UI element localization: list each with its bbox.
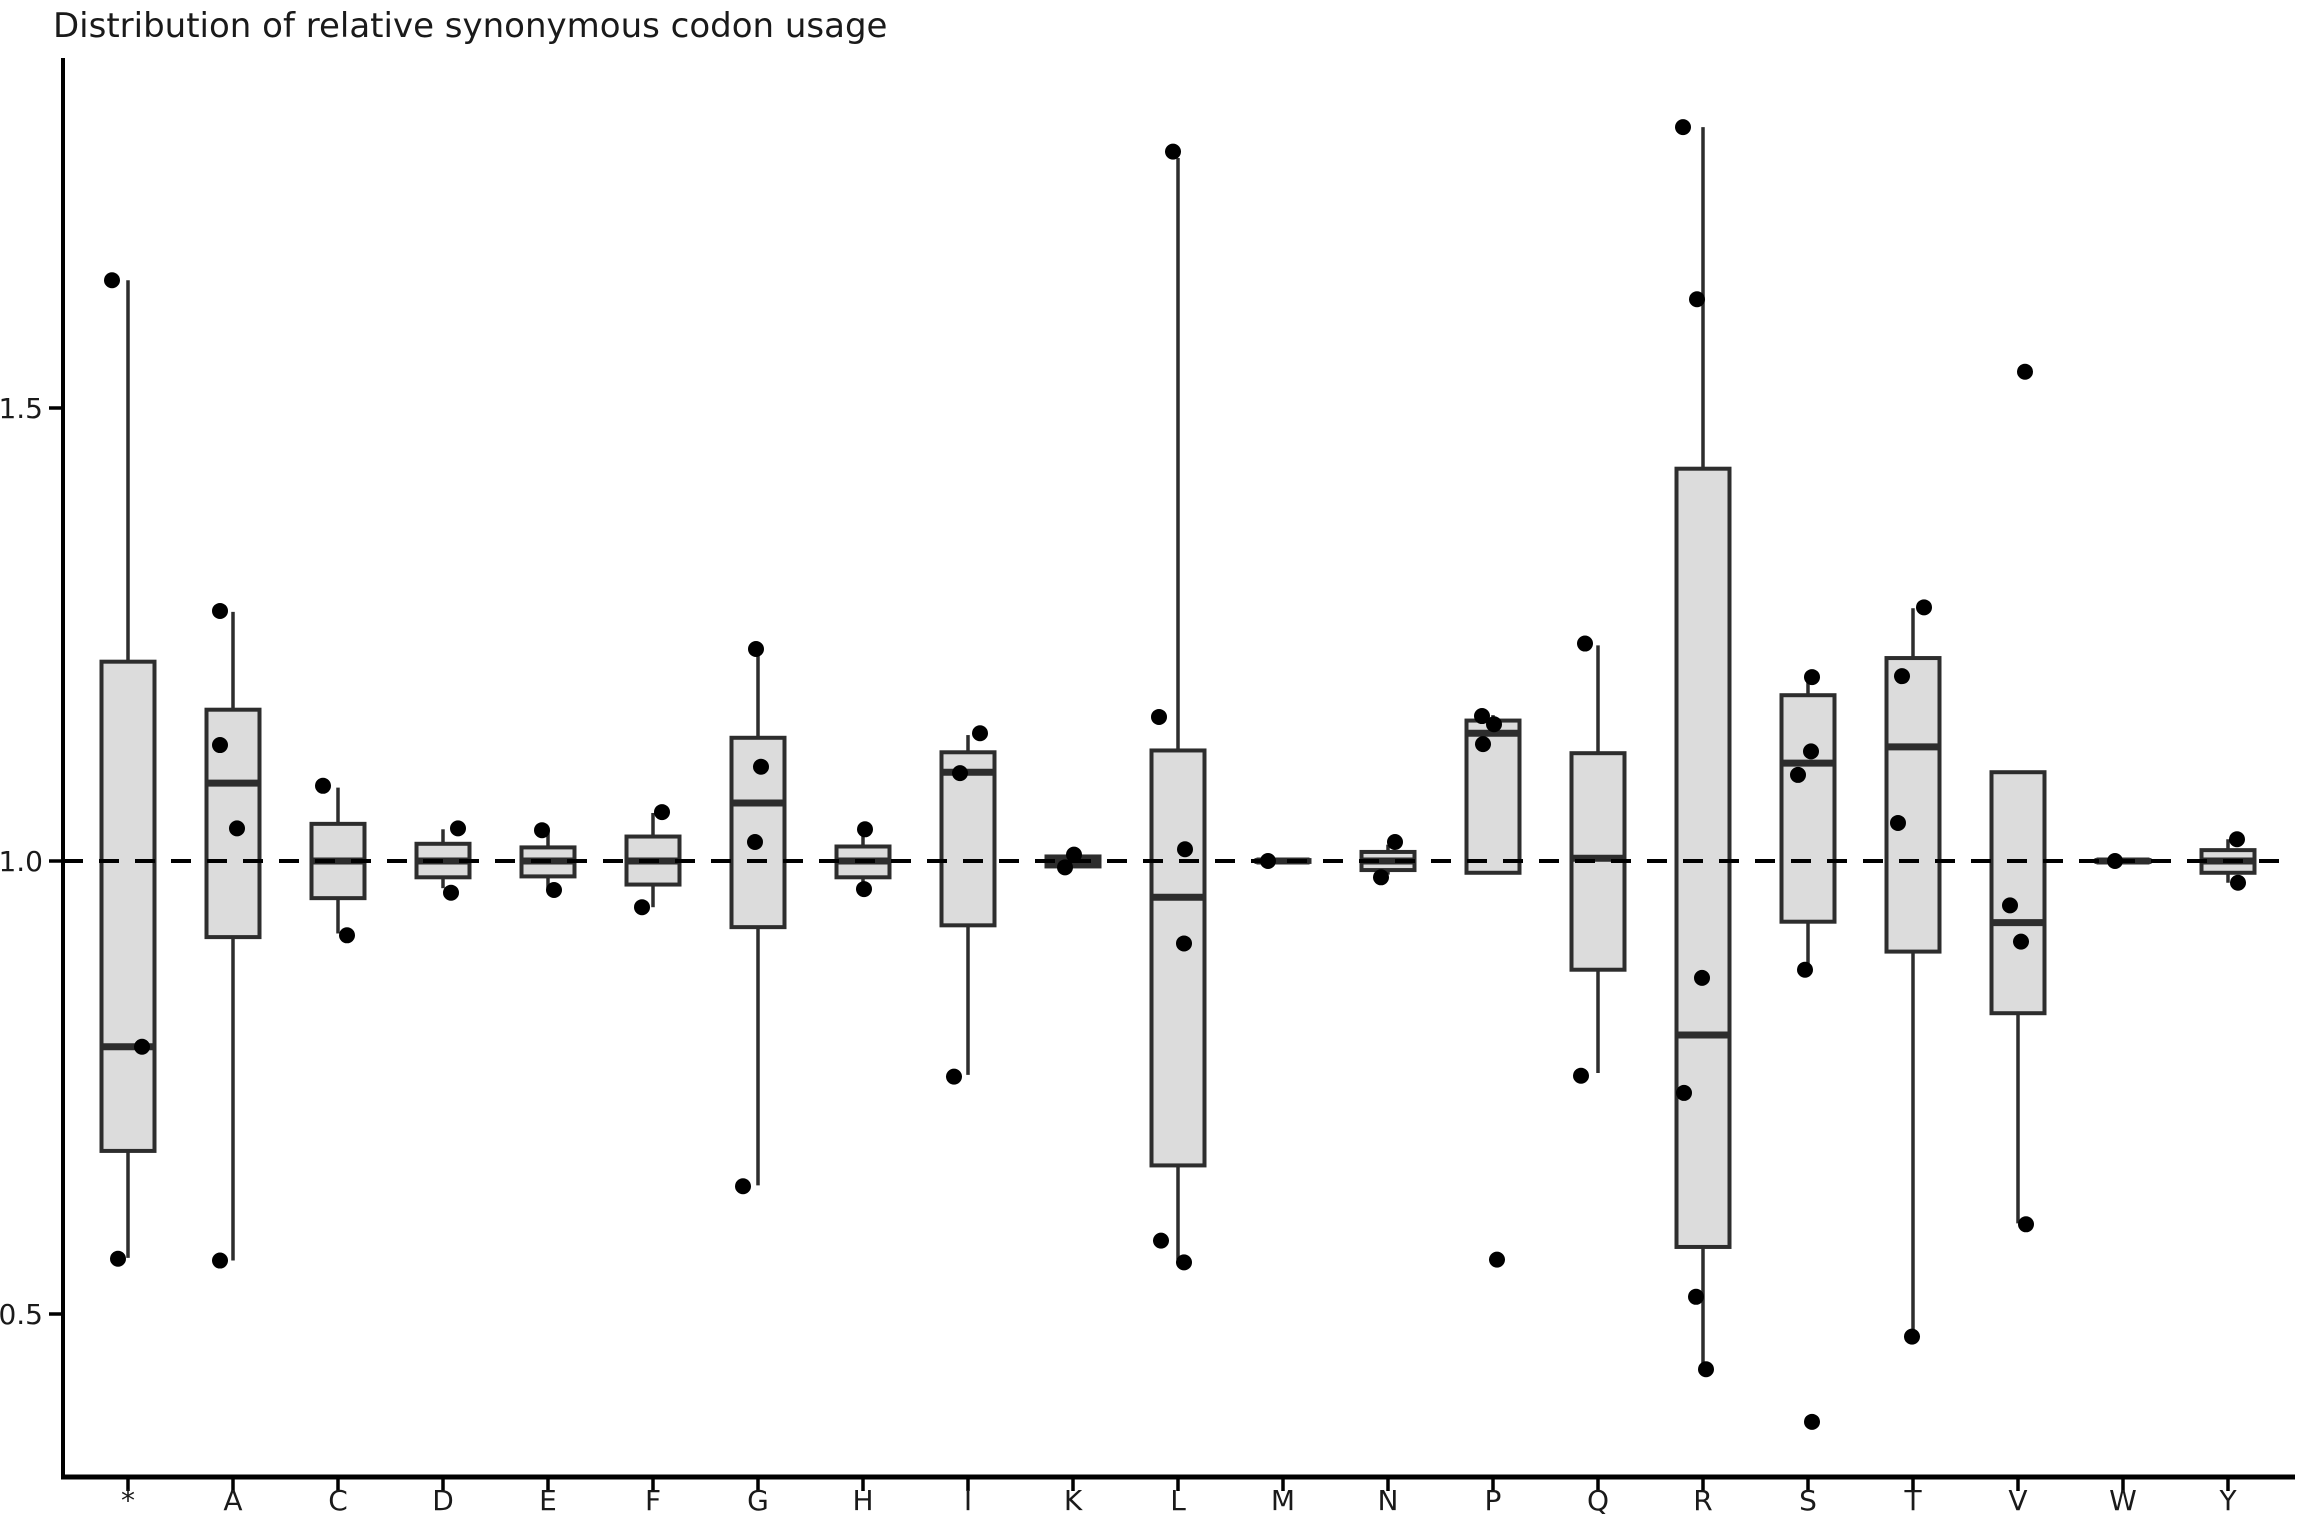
- data-point-*: [134, 1038, 150, 1055]
- y-tick-label-1.5: 1.5: [0, 392, 43, 425]
- x-tick-label-T: T: [1903, 1484, 1922, 1517]
- x-tick-label-Q: Q: [1587, 1484, 1609, 1517]
- data-point-V: [2017, 363, 2033, 380]
- data-point-T: [1916, 599, 1932, 616]
- data-point-K: [1057, 859, 1073, 876]
- data-point-Y: [2229, 831, 2245, 848]
- data-point-Q: [1573, 1067, 1589, 1084]
- data-point-R: [1694, 969, 1710, 986]
- x-tick-label-V: V: [2008, 1484, 2027, 1517]
- x-tick-label-R: R: [1693, 1484, 1712, 1517]
- data-point-N: [1387, 833, 1403, 850]
- data-point-L: [1176, 935, 1192, 952]
- data-point-I: [972, 725, 988, 742]
- data-point-G: [753, 758, 769, 775]
- data-point-I: [952, 765, 968, 782]
- data-point-*: [104, 272, 120, 289]
- data-point-F: [654, 804, 670, 821]
- data-point-W: [2107, 853, 2123, 869]
- data-point-C: [339, 927, 355, 944]
- data-point-S: [1790, 766, 1806, 783]
- data-point-Q: [1577, 635, 1593, 652]
- data-point-R: [1698, 1361, 1714, 1378]
- data-point-P: [1475, 736, 1491, 753]
- data-point-P: [1489, 1251, 1505, 1268]
- x-tick-label-P: P: [1485, 1484, 1502, 1517]
- data-point-L: [1151, 708, 1167, 725]
- x-tick-label-E: E: [539, 1484, 557, 1517]
- x-tick-label-C: C: [328, 1484, 348, 1517]
- box-I: [939, 750, 997, 928]
- data-point-H: [857, 821, 873, 838]
- data-point-*: [110, 1250, 126, 1267]
- data-point-L: [1177, 841, 1193, 858]
- x-tick-label-L: L: [1170, 1484, 1186, 1517]
- box-T: [1884, 656, 1942, 954]
- data-point-T: [1890, 814, 1906, 831]
- data-point-S: [1797, 961, 1813, 978]
- data-point-A: [212, 737, 228, 754]
- box-L: [1149, 748, 1207, 1168]
- data-point-A: [212, 602, 228, 619]
- data-point-R: [1675, 119, 1691, 136]
- x-tick-label-A: A: [223, 1484, 242, 1517]
- box-S: [1779, 693, 1837, 924]
- data-point-R: [1688, 1288, 1704, 1305]
- data-point-D: [443, 884, 459, 901]
- data-point-D: [450, 820, 466, 837]
- x-tick-label-F: F: [645, 1484, 661, 1517]
- data-point-E: [546, 881, 562, 898]
- data-point-T: [1904, 1328, 1920, 1345]
- data-point-F: [634, 899, 650, 916]
- x-tick-label-D: D: [432, 1484, 454, 1517]
- box-R: [1674, 466, 1732, 1249]
- data-point-T: [1894, 668, 1910, 685]
- box-P: [1464, 718, 1522, 875]
- x-tick-label-I: I: [964, 1484, 972, 1517]
- x-tick-label-H: H: [852, 1484, 873, 1517]
- chart-title: Distribution of relative synonymous codo…: [53, 6, 888, 46]
- data-point-G: [747, 833, 763, 850]
- data-point-G: [748, 640, 764, 657]
- data-point-L: [1153, 1232, 1169, 1249]
- data-point-L: [1176, 1254, 1192, 1271]
- data-point-M: [1260, 853, 1276, 869]
- data-point-A: [212, 1252, 228, 1269]
- data-point-R: [1689, 291, 1705, 308]
- x-tick-label-M: M: [1271, 1484, 1295, 1517]
- data-point-G: [735, 1178, 751, 1195]
- x-tick-label-N: N: [1378, 1484, 1399, 1517]
- data-point-P: [1486, 716, 1502, 733]
- data-point-S: [1804, 669, 1820, 686]
- data-point-S: [1804, 1413, 1820, 1430]
- data-point-R: [1676, 1084, 1692, 1101]
- x-tick-label-G: G: [747, 1484, 769, 1517]
- x-tick-label-*: *: [121, 1484, 135, 1517]
- box-*: [99, 659, 157, 1153]
- data-point-E: [534, 822, 550, 839]
- x-tick-label-W: W: [2109, 1484, 2137, 1517]
- y-tick-label-1.0: 1.0: [0, 845, 43, 878]
- data-point-L: [1165, 143, 1181, 160]
- x-tick-label-S: S: [1799, 1484, 1817, 1517]
- data-point-H: [856, 881, 872, 898]
- data-point-Y: [2230, 874, 2246, 891]
- x-tick-label-K: K: [1064, 1484, 1083, 1517]
- data-point-K: [1066, 846, 1082, 863]
- data-point-S: [1803, 743, 1819, 760]
- data-point-I: [946, 1068, 962, 1085]
- data-point-C: [315, 777, 331, 794]
- data-point-V: [2018, 1216, 2034, 1233]
- data-point-P: [1474, 708, 1490, 725]
- x-tick-label-Y: Y: [2218, 1484, 2237, 1517]
- data-point-V: [2013, 933, 2029, 950]
- data-point-V: [2002, 897, 2018, 914]
- y-tick-label-0.5: 0.5: [0, 1298, 43, 1331]
- data-point-A: [229, 820, 245, 837]
- data-point-N: [1373, 869, 1389, 886]
- box-V: [1989, 770, 2047, 1016]
